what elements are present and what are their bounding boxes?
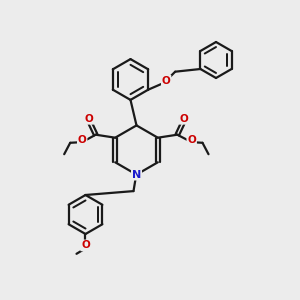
Text: N: N	[132, 169, 141, 180]
Text: O: O	[187, 135, 196, 146]
Text: O: O	[78, 135, 87, 145]
Text: O: O	[81, 240, 90, 250]
Text: O: O	[162, 76, 170, 86]
Text: O: O	[179, 114, 188, 124]
Text: O: O	[85, 114, 94, 124]
